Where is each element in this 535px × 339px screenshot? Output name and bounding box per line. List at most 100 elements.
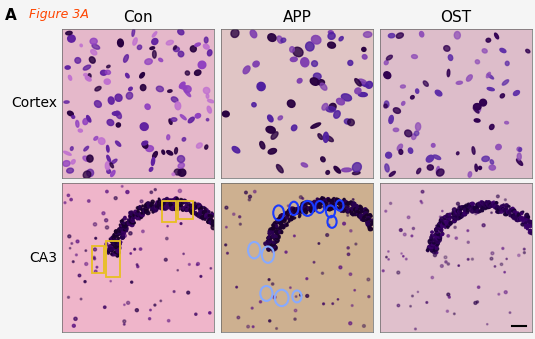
Ellipse shape <box>308 201 311 204</box>
Ellipse shape <box>360 214 364 217</box>
Ellipse shape <box>126 222 131 224</box>
Ellipse shape <box>276 237 279 240</box>
Ellipse shape <box>132 213 136 217</box>
Ellipse shape <box>116 239 118 241</box>
Ellipse shape <box>344 201 346 204</box>
Ellipse shape <box>273 296 276 299</box>
Ellipse shape <box>513 209 516 211</box>
Ellipse shape <box>483 203 485 205</box>
Ellipse shape <box>467 206 469 209</box>
Ellipse shape <box>293 208 296 212</box>
Ellipse shape <box>487 207 491 208</box>
Ellipse shape <box>358 79 366 84</box>
Ellipse shape <box>87 169 94 177</box>
Ellipse shape <box>76 240 79 243</box>
Ellipse shape <box>313 261 315 263</box>
Ellipse shape <box>202 216 204 220</box>
Ellipse shape <box>203 87 210 94</box>
Ellipse shape <box>435 247 437 249</box>
Ellipse shape <box>152 210 155 213</box>
Ellipse shape <box>279 222 282 225</box>
Ellipse shape <box>302 207 304 208</box>
Ellipse shape <box>140 213 144 217</box>
Ellipse shape <box>437 241 440 243</box>
Ellipse shape <box>298 207 302 211</box>
Ellipse shape <box>349 273 351 275</box>
Ellipse shape <box>477 286 480 288</box>
Ellipse shape <box>210 215 213 217</box>
Ellipse shape <box>529 221 533 223</box>
Ellipse shape <box>272 224 276 227</box>
Ellipse shape <box>333 204 337 207</box>
Ellipse shape <box>141 214 143 217</box>
Ellipse shape <box>146 205 150 207</box>
Ellipse shape <box>318 243 320 244</box>
Ellipse shape <box>188 263 190 265</box>
Ellipse shape <box>196 213 201 217</box>
Ellipse shape <box>131 219 134 222</box>
Ellipse shape <box>117 251 120 254</box>
Ellipse shape <box>75 58 81 63</box>
Ellipse shape <box>505 199 506 201</box>
Ellipse shape <box>269 244 271 247</box>
Ellipse shape <box>117 232 120 235</box>
Ellipse shape <box>110 280 111 282</box>
Ellipse shape <box>433 245 435 247</box>
Ellipse shape <box>430 248 433 251</box>
Ellipse shape <box>90 49 97 55</box>
Ellipse shape <box>116 248 118 250</box>
Ellipse shape <box>496 206 498 208</box>
Ellipse shape <box>320 83 327 90</box>
Ellipse shape <box>518 216 522 219</box>
Ellipse shape <box>500 211 503 213</box>
Ellipse shape <box>419 32 424 37</box>
Ellipse shape <box>101 70 107 75</box>
Ellipse shape <box>196 143 202 148</box>
Ellipse shape <box>487 324 488 325</box>
Ellipse shape <box>446 224 450 227</box>
Ellipse shape <box>324 206 326 208</box>
Ellipse shape <box>318 204 322 208</box>
Text: Cortex: Cortex <box>11 96 57 111</box>
Ellipse shape <box>114 251 118 253</box>
Ellipse shape <box>209 220 211 223</box>
Ellipse shape <box>430 242 434 245</box>
Ellipse shape <box>184 86 191 93</box>
Ellipse shape <box>345 209 347 212</box>
Ellipse shape <box>212 220 216 223</box>
Ellipse shape <box>169 201 172 204</box>
Ellipse shape <box>458 211 460 213</box>
Ellipse shape <box>105 70 111 74</box>
Ellipse shape <box>430 243 434 246</box>
Ellipse shape <box>491 252 494 255</box>
Ellipse shape <box>278 217 282 220</box>
Ellipse shape <box>167 320 170 322</box>
Ellipse shape <box>115 94 122 101</box>
Ellipse shape <box>527 216 530 219</box>
Ellipse shape <box>201 206 202 211</box>
Ellipse shape <box>128 223 131 226</box>
Ellipse shape <box>66 32 72 35</box>
Ellipse shape <box>107 155 111 162</box>
Ellipse shape <box>167 90 172 92</box>
Ellipse shape <box>112 243 115 246</box>
Ellipse shape <box>208 214 212 217</box>
Ellipse shape <box>259 301 262 303</box>
Ellipse shape <box>111 253 114 256</box>
Ellipse shape <box>503 213 508 216</box>
Ellipse shape <box>142 141 148 145</box>
Ellipse shape <box>361 208 365 212</box>
Ellipse shape <box>204 210 207 214</box>
Ellipse shape <box>363 212 366 216</box>
Ellipse shape <box>175 102 181 110</box>
Ellipse shape <box>178 201 181 205</box>
Ellipse shape <box>279 227 281 230</box>
Ellipse shape <box>190 210 194 214</box>
Ellipse shape <box>176 197 179 201</box>
Ellipse shape <box>514 91 519 96</box>
Ellipse shape <box>432 240 435 244</box>
Ellipse shape <box>430 237 433 240</box>
Ellipse shape <box>435 245 438 247</box>
Bar <box>162 201 176 222</box>
Ellipse shape <box>145 205 149 207</box>
